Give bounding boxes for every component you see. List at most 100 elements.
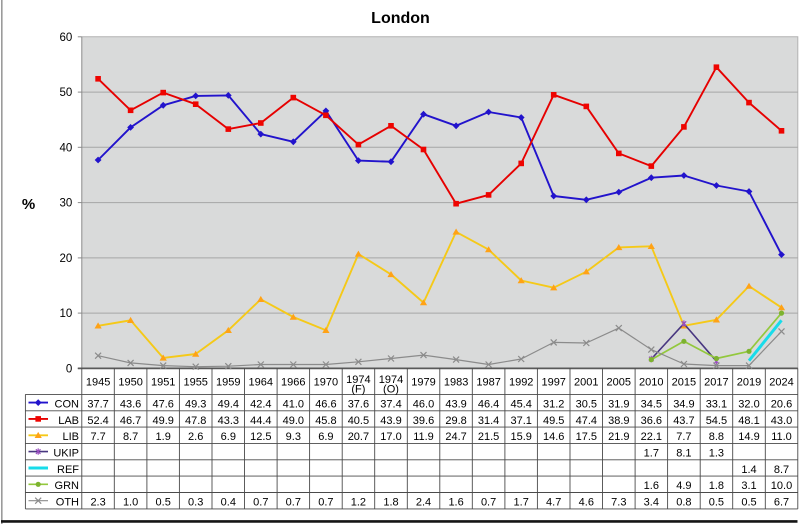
svg-text:1945: 1945 (86, 377, 110, 389)
svg-text:1955: 1955 (183, 377, 207, 389)
svg-text:11.9: 11.9 (413, 431, 434, 443)
svg-text:(F): (F) (351, 383, 365, 395)
svg-text:37.7: 37.7 (87, 398, 108, 410)
svg-text:49.9: 49.9 (152, 415, 173, 427)
svg-text:1.8: 1.8 (709, 480, 724, 492)
svg-text:0.4: 0.4 (221, 497, 236, 509)
svg-text:6.9: 6.9 (318, 431, 333, 443)
svg-text:37.4: 37.4 (380, 398, 401, 410)
svg-text:30: 30 (60, 198, 73, 210)
svg-text:41.0: 41.0 (283, 398, 304, 410)
svg-text:8.7: 8.7 (123, 431, 138, 443)
svg-text:31.9: 31.9 (608, 398, 629, 410)
svg-text:1.7: 1.7 (644, 447, 659, 459)
svg-text:7.3: 7.3 (611, 497, 626, 509)
svg-text:42.4: 42.4 (250, 398, 271, 410)
svg-text:6.9: 6.9 (221, 431, 236, 443)
svg-text:1.8: 1.8 (383, 497, 398, 509)
svg-text:21.9: 21.9 (608, 431, 629, 443)
svg-text:46.4: 46.4 (478, 398, 499, 410)
svg-text:1951: 1951 (151, 377, 175, 389)
svg-text:%: % (22, 196, 35, 213)
svg-text:0: 0 (66, 363, 72, 375)
svg-text:1959: 1959 (216, 377, 240, 389)
svg-text:LAB: LAB (58, 415, 79, 427)
svg-text:7.7: 7.7 (676, 431, 691, 443)
svg-text:20: 20 (60, 253, 73, 265)
svg-text:0.5: 0.5 (709, 497, 724, 509)
svg-text:1.3: 1.3 (709, 447, 724, 459)
svg-text:46.7: 46.7 (120, 415, 141, 427)
svg-text:1.0: 1.0 (123, 497, 138, 509)
svg-text:49.0: 49.0 (283, 415, 304, 427)
svg-text:47.4: 47.4 (576, 415, 597, 427)
svg-text:1.4: 1.4 (741, 464, 756, 476)
svg-text:1992: 1992 (509, 377, 533, 389)
svg-text:36.6: 36.6 (641, 415, 662, 427)
svg-text:1.2: 1.2 (351, 497, 366, 509)
svg-text:44.4: 44.4 (250, 415, 271, 427)
svg-text:4.6: 4.6 (579, 497, 594, 509)
svg-text:7.7: 7.7 (90, 431, 105, 443)
svg-text:2001: 2001 (574, 377, 598, 389)
svg-text:2.3: 2.3 (90, 497, 105, 509)
svg-text:LIB: LIB (62, 431, 79, 443)
svg-text:20.7: 20.7 (348, 431, 369, 443)
svg-text:0.3: 0.3 (188, 497, 203, 509)
svg-text:2024: 2024 (769, 377, 793, 389)
svg-text:45.4: 45.4 (510, 398, 531, 410)
svg-text:2.4: 2.4 (416, 497, 431, 509)
svg-text:22.1: 22.1 (641, 431, 662, 443)
svg-text:10.0: 10.0 (771, 480, 792, 492)
svg-text:0.7: 0.7 (253, 497, 268, 509)
svg-text:60: 60 (60, 32, 73, 44)
svg-text:14.9: 14.9 (738, 431, 759, 443)
svg-text:8.1: 8.1 (676, 447, 691, 459)
svg-text:1987: 1987 (476, 377, 500, 389)
svg-text:43.9: 43.9 (380, 415, 401, 427)
svg-text:8.7: 8.7 (774, 464, 789, 476)
svg-text:0.5: 0.5 (741, 497, 756, 509)
svg-text:1979: 1979 (411, 377, 435, 389)
svg-text:33.1: 33.1 (706, 398, 727, 410)
svg-text:8.8: 8.8 (709, 431, 724, 443)
svg-text:47.8: 47.8 (185, 415, 206, 427)
svg-text:31.4: 31.4 (478, 415, 499, 427)
svg-text:(O): (O) (383, 383, 399, 395)
svg-text:39.6: 39.6 (413, 415, 434, 427)
svg-text:24.7: 24.7 (445, 431, 466, 443)
svg-text:0.8: 0.8 (676, 497, 691, 509)
svg-text:2017: 2017 (704, 377, 728, 389)
svg-text:45.8: 45.8 (315, 415, 336, 427)
svg-text:49.3: 49.3 (185, 398, 206, 410)
svg-text:2010: 2010 (639, 377, 663, 389)
svg-text:34.5: 34.5 (641, 398, 662, 410)
svg-text:London: London (371, 10, 430, 27)
svg-text:38.9: 38.9 (608, 415, 629, 427)
svg-text:46.0: 46.0 (413, 398, 434, 410)
svg-text:1.9: 1.9 (156, 431, 171, 443)
svg-text:40.5: 40.5 (348, 415, 369, 427)
svg-text:37.6: 37.6 (348, 398, 369, 410)
svg-text:31.2: 31.2 (543, 398, 564, 410)
svg-text:6.7: 6.7 (774, 497, 789, 509)
svg-text:43.3: 43.3 (218, 415, 239, 427)
svg-text:1966: 1966 (281, 377, 305, 389)
svg-text:43.9: 43.9 (445, 398, 466, 410)
svg-text:1983: 1983 (444, 377, 468, 389)
svg-text:43.7: 43.7 (673, 415, 694, 427)
svg-text:43.0: 43.0 (771, 415, 792, 427)
svg-text:4.7: 4.7 (546, 497, 561, 509)
svg-text:29.8: 29.8 (445, 415, 466, 427)
svg-text:4.9: 4.9 (676, 480, 691, 492)
svg-text:OTH: OTH (56, 497, 79, 509)
svg-text:20.6: 20.6 (771, 398, 792, 410)
svg-text:0.7: 0.7 (286, 497, 301, 509)
svg-text:11.0: 11.0 (771, 431, 792, 443)
svg-text:1974: 1974 (379, 374, 403, 386)
svg-text:43.6: 43.6 (120, 398, 141, 410)
svg-text:0.5: 0.5 (156, 497, 171, 509)
svg-text:1970: 1970 (314, 377, 338, 389)
svg-text:37.1: 37.1 (510, 415, 531, 427)
svg-text:0.7: 0.7 (318, 497, 333, 509)
